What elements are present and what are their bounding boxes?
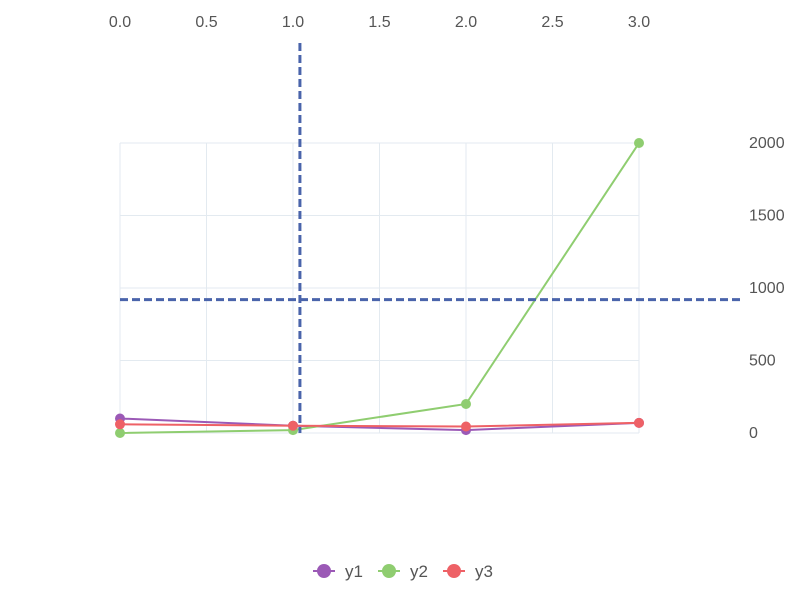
series-y3 — [115, 417, 644, 432]
series-line-y3 — [119, 421, 640, 428]
legend-label: y2 — [410, 562, 428, 581]
data-point-y2[interactable] — [115, 428, 125, 438]
legend: y1 y2 y3 — [313, 562, 493, 581]
x-tick-label: 1.5 — [368, 14, 390, 31]
series-line-y1 — [119, 417, 640, 432]
x-tick-label: 2.0 — [455, 14, 477, 31]
data-point-y2[interactable] — [461, 399, 471, 409]
data-point-y3[interactable] — [461, 421, 471, 432]
legend-label: y3 — [475, 562, 493, 581]
data-point-y3[interactable] — [634, 417, 644, 428]
legend-marker — [447, 564, 461, 578]
y-tick-label: 0 — [749, 425, 758, 442]
x-tick-label: 0.0 — [109, 14, 131, 31]
series-layer — [115, 138, 644, 438]
data-point-y2[interactable] — [634, 138, 644, 148]
legend-item-y1[interactable]: y1 — [313, 562, 363, 581]
x-tick-label: 2.5 — [541, 14, 563, 31]
legend-item-y3[interactable]: y3 — [443, 562, 493, 581]
y-axis: 0 500 1000 1500 2000 — [749, 135, 785, 442]
data-point-y3[interactable] — [115, 419, 125, 430]
y-tick-label: 500 — [749, 353, 776, 370]
x-tick-label: 3.0 — [628, 14, 650, 31]
legend-item-y2[interactable]: y2 — [378, 562, 428, 581]
legend-marker — [382, 564, 396, 578]
y-tick-label: 1000 — [749, 280, 785, 297]
y-tick-label: 2000 — [749, 135, 785, 152]
x-tick-label: 1.0 — [282, 14, 304, 31]
data-point-y3[interactable] — [288, 420, 298, 431]
y-tick-label: 1500 — [749, 208, 785, 225]
grid — [119, 142, 640, 434]
x-axis: 0.0 0.5 1.0 1.5 2.0 2.5 3.0 — [109, 14, 650, 31]
crosshair — [120, 43, 740, 433]
legend-marker — [317, 564, 331, 578]
legend-label: y1 — [345, 562, 363, 581]
x-tick-label: 0.5 — [195, 14, 217, 31]
series-line-y2 — [119, 142, 640, 434]
